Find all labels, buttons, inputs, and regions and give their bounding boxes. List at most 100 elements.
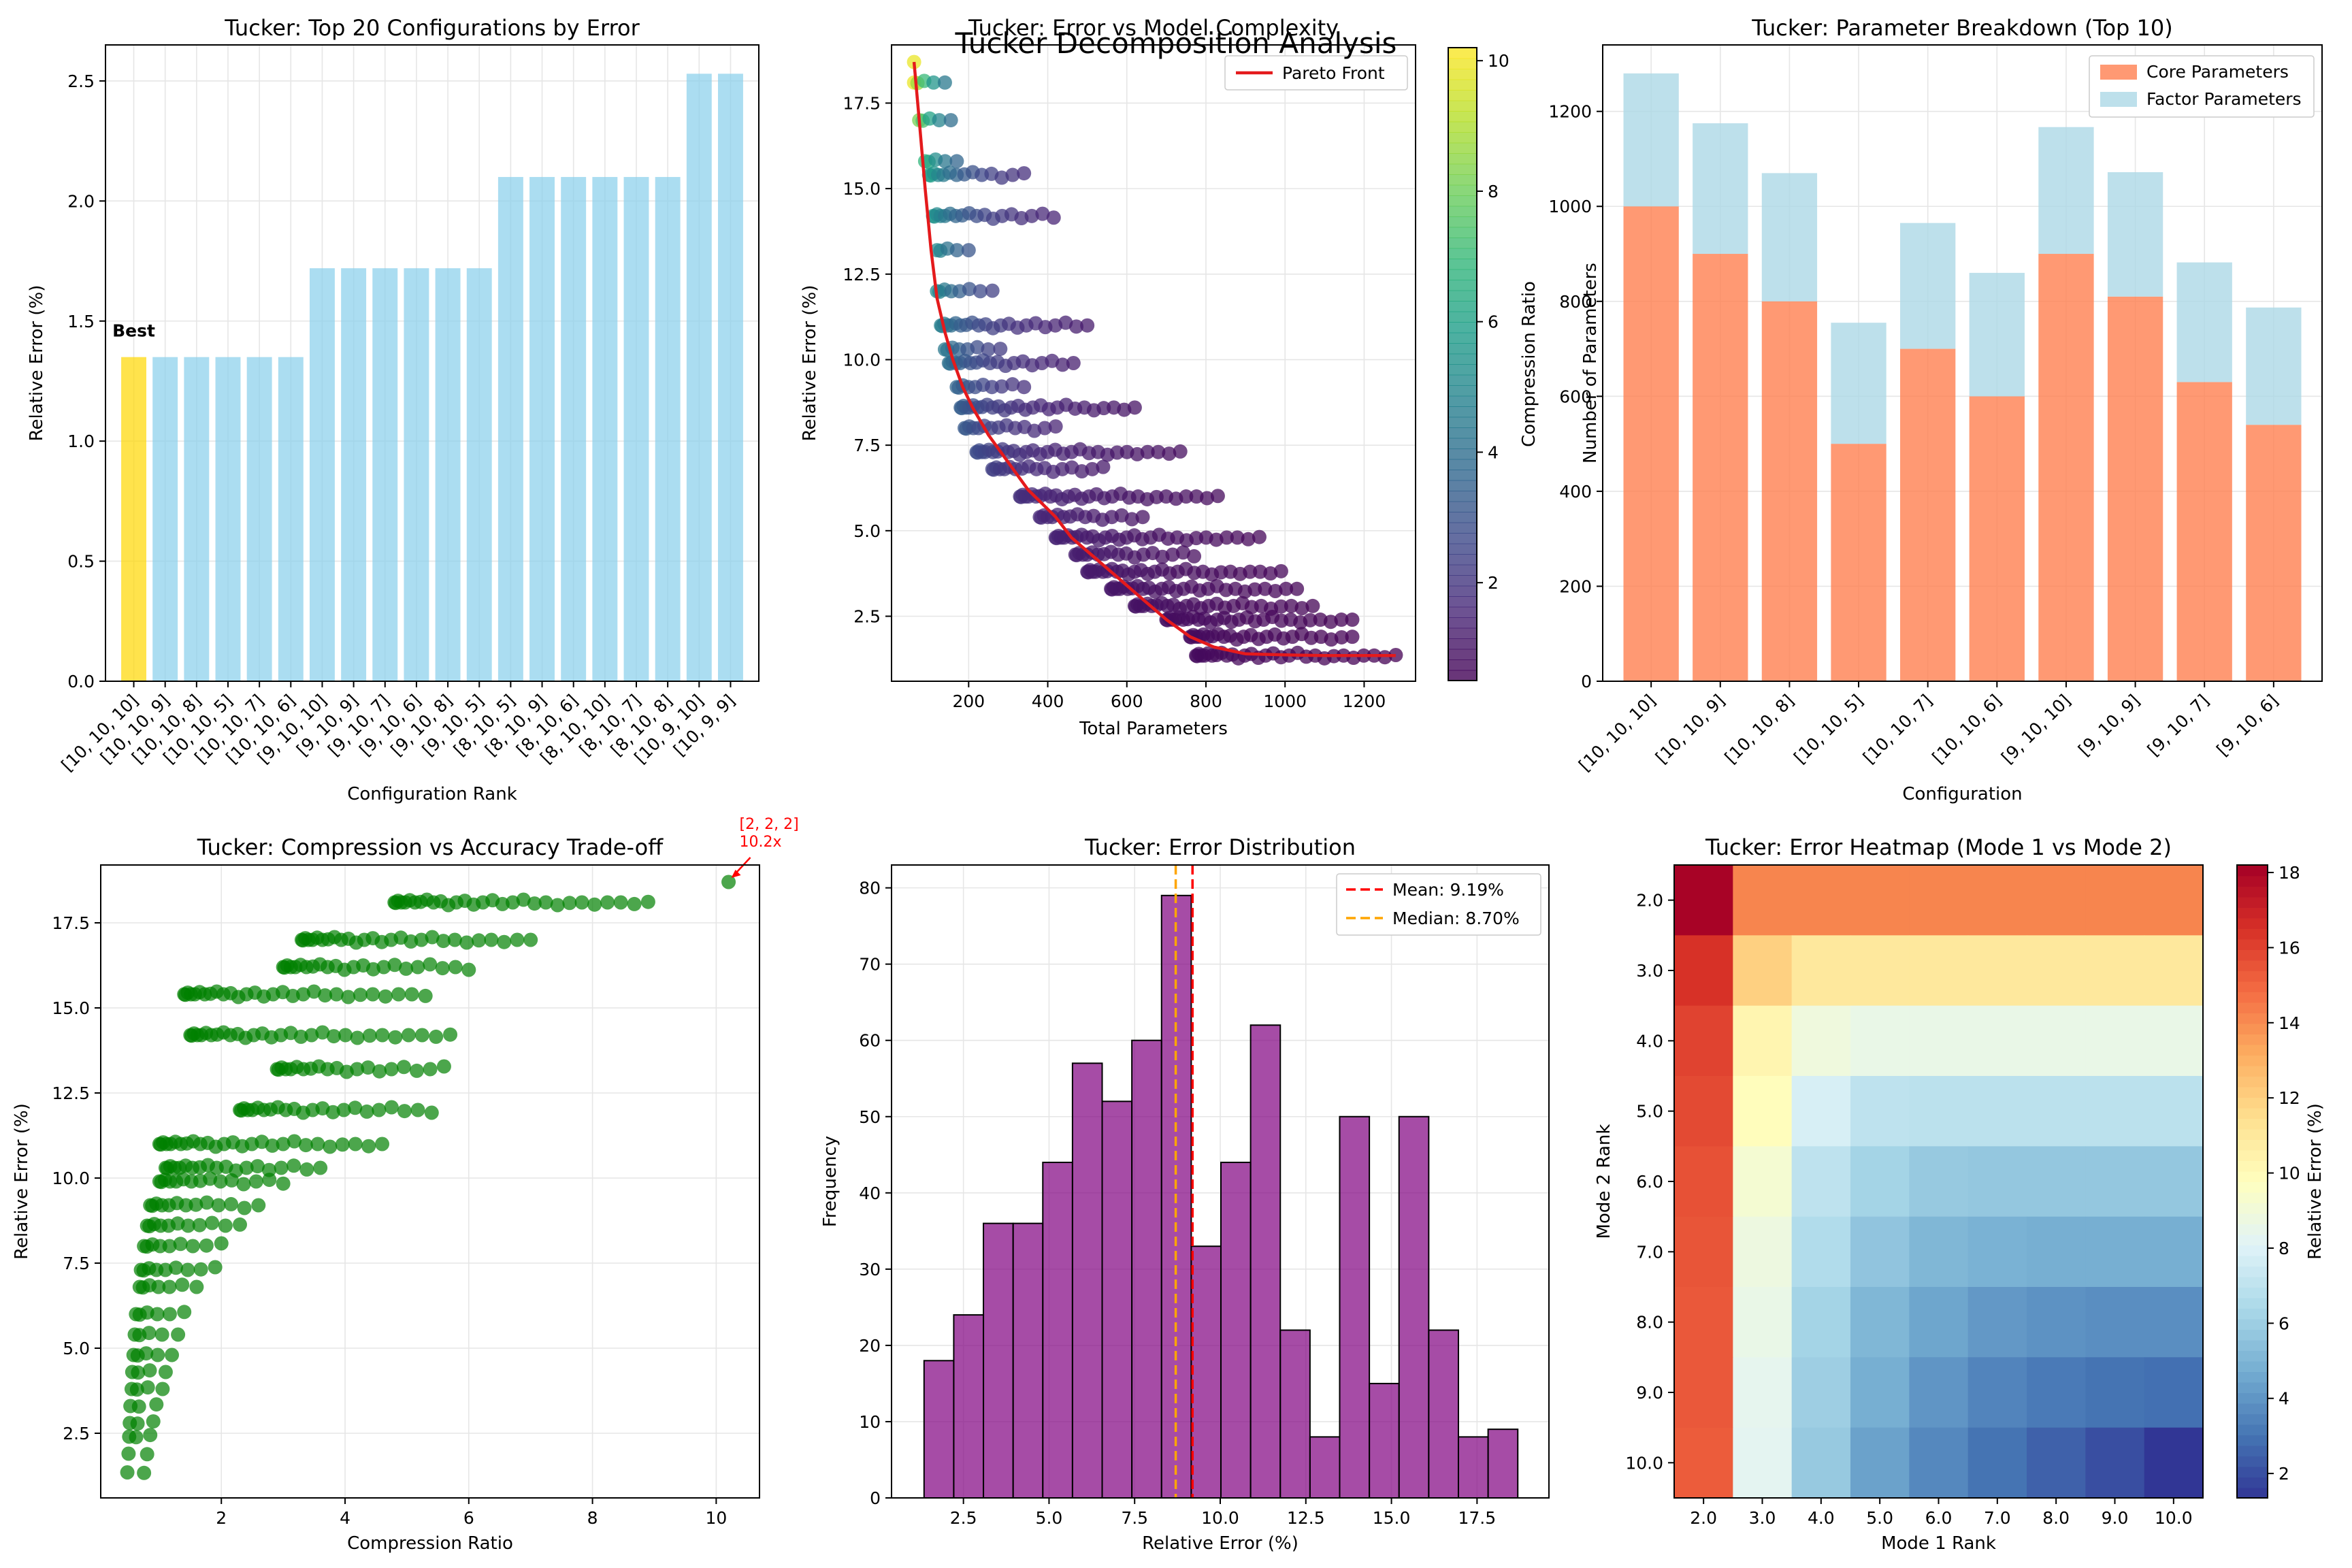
colorbar-segment bbox=[1448, 659, 1477, 671]
heatmap-cell bbox=[1674, 1216, 1733, 1288]
x-tick-label: 2 bbox=[216, 1508, 227, 1528]
histogram-bar bbox=[1457, 1436, 1489, 1499]
heatmap-cell bbox=[1967, 1005, 2027, 1077]
colorbar: 2 4 6 8 10 Compression Ratio bbox=[1448, 47, 1539, 681]
core-bar bbox=[1693, 254, 1748, 682]
data-point bbox=[985, 283, 1000, 298]
data-point bbox=[484, 932, 499, 947]
colorbar-segment bbox=[2237, 1477, 2268, 1488]
y-tick-label: 400 bbox=[1559, 482, 1592, 502]
heatmap-cell bbox=[1850, 935, 1910, 1007]
colorbar-segment bbox=[2237, 1171, 2268, 1182]
colorbar-segment bbox=[1448, 311, 1477, 323]
heatmap-cell bbox=[1909, 935, 1969, 1007]
heatmap-cell bbox=[1733, 1146, 1793, 1218]
data-point bbox=[1334, 630, 1349, 644]
colorbar-segment bbox=[2237, 1414, 2268, 1425]
legend: Mean: 9.19% Median: 8.70% bbox=[1336, 873, 1541, 936]
data-point bbox=[192, 1218, 207, 1232]
colorbar-segment bbox=[2237, 1287, 2268, 1298]
axes-frame bbox=[1602, 44, 2323, 682]
data-point bbox=[435, 961, 450, 976]
heatmap-cell bbox=[2085, 1287, 2145, 1358]
data-point bbox=[1334, 612, 1349, 627]
heatmap-cell bbox=[1850, 1216, 1910, 1288]
colorbar-segment bbox=[2237, 917, 2268, 929]
colorbar-segment bbox=[2237, 1466, 2268, 1477]
data-point bbox=[1179, 489, 1194, 504]
histogram-bar bbox=[923, 1360, 955, 1499]
core-bar bbox=[1900, 348, 1956, 681]
data-point bbox=[574, 895, 589, 910]
data-point bbox=[146, 1414, 161, 1429]
data-point bbox=[375, 1137, 390, 1152]
colorbar-segment bbox=[1448, 301, 1477, 312]
colorbar-segment bbox=[2237, 1371, 2268, 1383]
colorbar-segment bbox=[2237, 1118, 2268, 1130]
heatmap-cell bbox=[1909, 1005, 1969, 1077]
heatmap-cell bbox=[1909, 1427, 1969, 1499]
core-bar bbox=[2107, 296, 2163, 681]
chart-title: Tucker: Top 20 Configurations by Error bbox=[224, 15, 640, 41]
data-point bbox=[1017, 380, 1032, 395]
data-point bbox=[341, 990, 356, 1004]
colorbar-segment bbox=[1448, 374, 1477, 386]
bar bbox=[497, 177, 523, 681]
factor-bar bbox=[1831, 323, 1886, 444]
x-tick-label: 1000 bbox=[1263, 691, 1307, 711]
data-point bbox=[372, 1064, 387, 1079]
data-point bbox=[949, 243, 964, 258]
heatmap-cell bbox=[1850, 1427, 1910, 1499]
data-point bbox=[1200, 491, 1215, 506]
colorbar-segment bbox=[1448, 606, 1477, 618]
heatmap-cell bbox=[2144, 1146, 2204, 1218]
colorbar-segment bbox=[2237, 1224, 2268, 1235]
heatmap-cell bbox=[1909, 1287, 1969, 1358]
colorbar-tick-label: 18 bbox=[2278, 863, 2300, 883]
heatmap-cell bbox=[2027, 1427, 2086, 1499]
y-axis-label: Frequency bbox=[820, 1136, 840, 1227]
colorbar-segment bbox=[1448, 353, 1477, 365]
heatmap-cell bbox=[1791, 935, 1851, 1007]
x-tick-label: 4.0 bbox=[1808, 1508, 1835, 1528]
chart-title: Tucker: Compression vs Accuracy Trade-of… bbox=[197, 834, 664, 860]
data-point bbox=[436, 934, 451, 949]
y-tick-label: 17.5 bbox=[843, 93, 881, 113]
data-point bbox=[388, 1030, 403, 1045]
colorbar-segment bbox=[2237, 1255, 2268, 1267]
x-axis-label: Configuration bbox=[1902, 784, 2022, 804]
colorbar-segment bbox=[1448, 533, 1477, 544]
colorbar-segment bbox=[1448, 48, 1477, 59]
colorbar-segment bbox=[2237, 1034, 2268, 1045]
colorbar-segment bbox=[2237, 1107, 2268, 1119]
y-tick-label: 30 bbox=[859, 1260, 881, 1279]
histogram-bar bbox=[1190, 1245, 1222, 1499]
data-point bbox=[1127, 400, 1142, 415]
data-point bbox=[325, 1105, 340, 1120]
data-point bbox=[414, 1028, 429, 1043]
y-tick-label: 7.5 bbox=[853, 436, 881, 455]
heatmap-cell bbox=[1850, 865, 1910, 936]
data-point bbox=[1069, 319, 1084, 334]
data-point bbox=[173, 1237, 188, 1252]
y-tick-label: 17.5 bbox=[52, 913, 90, 933]
core-bar bbox=[1969, 396, 2025, 681]
data-point bbox=[296, 987, 311, 1002]
data-point bbox=[177, 1305, 192, 1320]
heatmap-cell bbox=[1733, 1076, 1793, 1147]
colorbar-segment bbox=[1448, 670, 1477, 681]
data-point bbox=[171, 1327, 186, 1342]
data-point bbox=[461, 962, 476, 977]
data-point bbox=[162, 1307, 177, 1322]
x-axis-label: Total Parameters bbox=[1079, 719, 1228, 739]
colorbar-segment bbox=[2237, 1382, 2268, 1393]
y-tick-label: 2.0 bbox=[67, 191, 95, 211]
x-tick-label: 2.0 bbox=[1690, 1508, 1717, 1528]
data-point bbox=[142, 1326, 157, 1341]
x-axis-label: Configuration Rank bbox=[347, 784, 517, 804]
data-point bbox=[1117, 402, 1132, 417]
colorbar-segment bbox=[1448, 427, 1477, 439]
data-point bbox=[1294, 601, 1309, 616]
data-point bbox=[447, 932, 462, 947]
y-tick-label: 50 bbox=[859, 1107, 881, 1127]
